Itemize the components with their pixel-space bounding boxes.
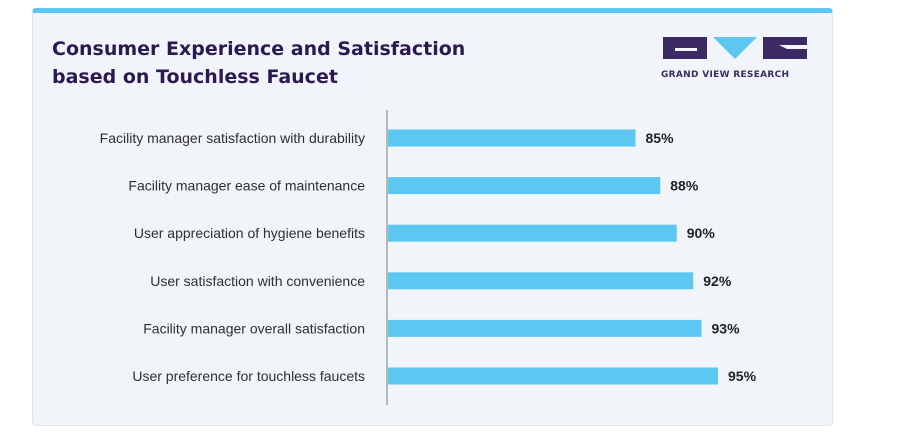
chart-title: Consumer Experience and Satisfaction bas… xyxy=(52,38,466,88)
logo-text: GRAND VIEW RESEARCH xyxy=(661,70,790,80)
value-label: 95% xyxy=(728,368,757,384)
category-label: Facility manager satisfaction with durab… xyxy=(100,130,365,146)
grand-view-research-logo: GRAND VIEW RESEARCH xyxy=(661,33,811,83)
bar xyxy=(388,224,677,242)
bar xyxy=(388,367,718,385)
category-label: Facility manager overall satisfaction xyxy=(143,320,365,336)
value-label: 90% xyxy=(687,225,716,241)
logo-mark-icon xyxy=(663,37,807,59)
bar xyxy=(388,319,702,337)
category-label: Facility manager ease of maintenance xyxy=(128,178,365,194)
category-label: User appreciation of hygiene benefits xyxy=(134,225,365,241)
bar xyxy=(388,177,661,195)
bar-chart: Facility manager satisfaction with durab… xyxy=(100,110,757,405)
bar xyxy=(388,129,636,147)
value-label: 93% xyxy=(712,320,741,336)
bar xyxy=(388,272,694,290)
category-label: User satisfaction with convenience xyxy=(150,273,365,289)
category-label: User preference for touchless faucets xyxy=(132,368,365,384)
chart-card: Consumer Experience and Satisfaction bas… xyxy=(32,8,833,426)
value-label: 88% xyxy=(670,178,699,194)
value-label: 92% xyxy=(703,273,732,289)
value-label: 85% xyxy=(646,130,675,146)
